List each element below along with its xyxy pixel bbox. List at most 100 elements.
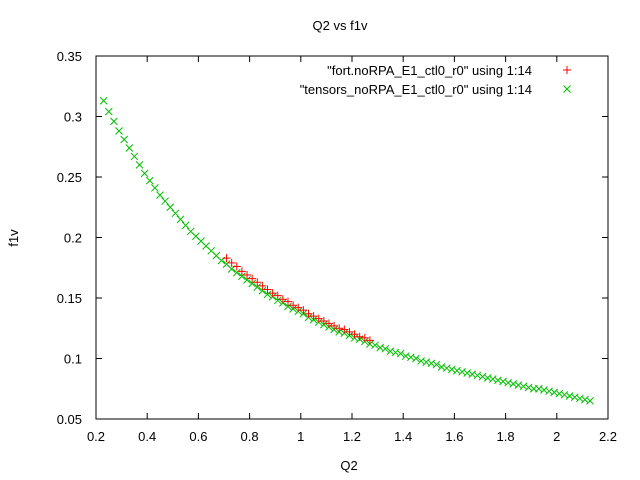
tensors-data-point [447,365,456,374]
tensors-data-point [565,392,574,400]
tensors-data-point [232,268,241,277]
fort-data-point [340,325,349,334]
y-tick-label: 0.05 [57,412,82,427]
tensors-data-point [371,341,379,350]
fort-data-point [299,306,308,315]
tensors-data-point [550,388,559,397]
fort-data-point [278,295,287,304]
fort-data-point [227,258,236,267]
x-tick-label: 2.2 [599,429,617,444]
tensors-data-point [386,347,395,356]
legend-label-1: "fort.noRPA_E1_ctl0_r0" using 1:14 [327,63,532,78]
fort-data-point [365,336,374,345]
chart-title: Q2 vs f1v [313,18,368,33]
tensors-data-point [488,375,497,383]
tensors-data-point [145,176,154,185]
tensors-data-point [540,386,548,394]
tensors-data-point [273,296,282,305]
tensors-data-point [376,343,385,352]
tensors-data-point [130,152,139,161]
tensors-data-point [524,383,533,392]
tensors-data-point [396,349,405,358]
fort-data-point [268,289,277,298]
y-tick-label: 0.15 [57,291,82,306]
tensors-data-point [427,359,436,368]
tensors-data-point [555,389,564,398]
fort-data-point [314,314,323,323]
fort-data-point [335,324,344,333]
fort-data-point [222,254,231,263]
x-tick-label: 0.2 [87,429,105,444]
tensors-data-point [417,357,425,365]
tensors-data-point [519,382,528,391]
fort-data-point [324,319,333,328]
fort-data-point [243,271,252,280]
tensors-data-point [161,197,169,206]
x-tick-label: 1.8 [497,429,515,444]
tensors-data-point [483,374,492,382]
legend-marker-fort [563,66,571,74]
tensors-data-point [453,366,461,375]
fort-data-point [350,330,359,339]
fort-data-point [330,321,339,330]
x-tick-label: 1.4 [394,429,412,444]
tensors-data-point [432,360,441,369]
tensors-data-point [458,367,466,376]
tensors-data-point [258,286,267,295]
x-tick-label: 0.4 [138,429,156,444]
plot-frame [95,55,609,420]
tensors-data-point [253,283,262,291]
fort-data-point [289,301,298,310]
tensors-data-point [166,203,175,212]
tensors-data-point [263,290,272,299]
tensors-data-point [120,135,129,144]
tensors-data-point [468,370,477,379]
fort-data-point [232,262,241,271]
tensors-data-point [581,395,589,404]
y-tick-label: 0.3 [64,110,82,125]
tensors-data-point [238,272,246,281]
fort-data-point [304,309,313,318]
x-tick-label: 1 [297,429,304,444]
tensors-data-point [494,376,502,385]
fort-data-point [237,267,246,276]
tensors-data-point [125,144,134,152]
tensors-data-point [422,358,431,366]
x-tick-label: 1.6 [445,429,463,444]
tensors-data-point [586,396,594,405]
tensors-data-point [104,107,113,116]
tensors-data-point [243,275,251,284]
fort-data-point [284,297,292,306]
x-tick-label: 1.2 [343,429,361,444]
tensors-data-point [115,127,123,135]
tensors-data-point [473,371,482,380]
tensors-data-point [151,184,159,192]
plot-area: 0.2 0.4 0.6 0.8 1 1.2 1.4 1.6 1.8 2 2.2 0.05 0.1 0.15… [57,49,617,444]
fort-data-point [273,291,282,300]
tensors-data-point [381,344,390,353]
tensors-data-point [437,363,446,371]
tensors-data-point [391,348,400,357]
x-tick-label: 2 [553,429,560,444]
tensors-data-point [514,381,523,389]
y-tick-label: 0.1 [64,352,82,367]
fort-data-point [263,285,272,294]
tensors-data-point [509,380,518,388]
y-axis-label: f1v [6,229,21,247]
tensors-data-point [570,393,579,402]
tensors-data-point [181,221,190,230]
tensors-data-point [284,302,292,311]
fort-data-point [294,303,303,312]
fort-data-point [309,312,318,321]
tensors-data-point [478,372,487,381]
tensors-data-point [560,390,569,399]
tensors-data-point [140,169,149,178]
fort-data-point [248,274,257,283]
x-tick-label: 0.8 [241,429,259,444]
tensors-data-point [442,364,451,373]
y-tick-label: 0.35 [57,49,82,64]
tensors-data-point [99,96,108,105]
tensors-data-point [156,191,164,200]
tensors-data-point [110,117,118,126]
fort-data-point [355,332,364,341]
